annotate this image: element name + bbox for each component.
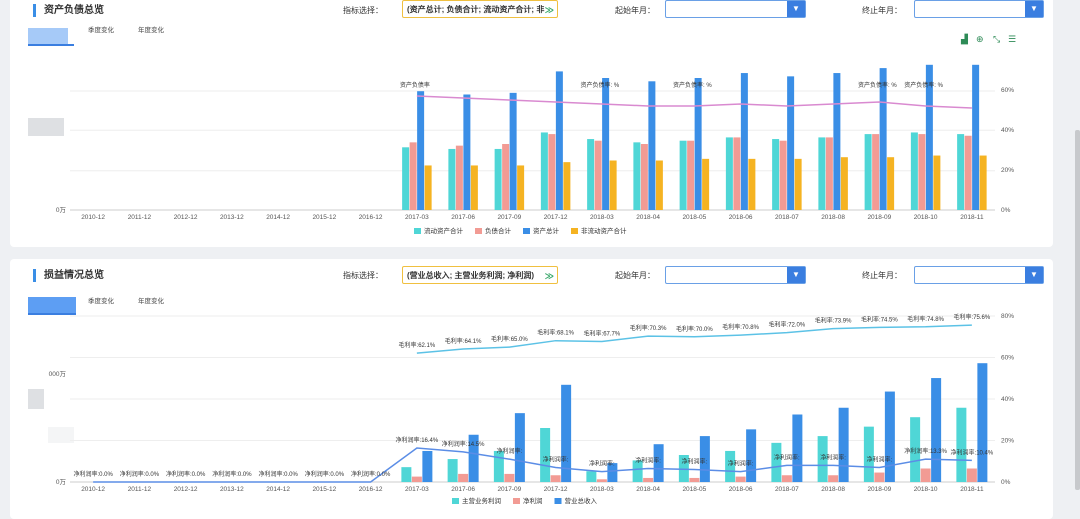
- indicator-select[interactable]: (营业总收入; 主营业务利润; 净利润) ≫: [402, 266, 558, 284]
- tab-blurred[interactable]: [28, 297, 76, 315]
- tab-quarter[interactable]: 季度变化: [88, 27, 114, 34]
- zoom-icon[interactable]: ⊕: [976, 34, 984, 44]
- dropdown-arrow-icon: ▼: [1025, 267, 1043, 283]
- blurred-axis-label: [48, 427, 74, 443]
- blurred-axis-label: [28, 118, 64, 136]
- chevron-down-icon: ≫: [544, 5, 554, 15]
- scrollbar-thumb[interactable]: [1075, 130, 1080, 490]
- indicator-select-value: (营业总收入; 主营业务利润; 净利润): [407, 271, 535, 280]
- scrollbar[interactable]: [1054, 0, 1080, 508]
- tab-quarter[interactable]: 季度变化: [88, 298, 114, 305]
- chart-type-icon[interactable]: ▟: [961, 34, 968, 44]
- data-view-icon[interactable]: ☰: [1008, 34, 1017, 44]
- end-month-label: 终止年月：: [862, 6, 902, 15]
- income-panel-title: 损益情况总览: [33, 269, 104, 282]
- chevron-down-icon: ≫: [544, 271, 554, 281]
- restore-icon[interactable]: ⤡: [993, 34, 1001, 44]
- dropdown-arrow-icon: ▼: [787, 1, 805, 17]
- income-panel: 损益情况总览 指标选择： (营业总收入; 主营业务利润; 净利润) ≫ 起始年月…: [10, 259, 1053, 519]
- start-month-label: 起始年月：: [615, 271, 655, 280]
- start-month-label: 起始年月：: [615, 6, 655, 15]
- end-month-select[interactable]: ▼: [914, 266, 1044, 284]
- tab-blurred[interactable]: [28, 28, 68, 46]
- balance-panel: 资产负债总览 指标选择： (资产总计; 负债合计; 流动资产合计; 非 ≫ 起始…: [10, 0, 1053, 247]
- indicator-select[interactable]: (资产总计; 负债合计; 流动资产合计; 非 ≫: [402, 0, 558, 18]
- end-month-label: 终止年月：: [862, 271, 902, 280]
- start-month-select[interactable]: ▼: [665, 266, 806, 284]
- start-month-select[interactable]: ▼: [665, 0, 806, 18]
- tab-year[interactable]: 年度变化: [138, 27, 164, 34]
- indicator-select-value: (资产总计; 负债合计; 流动资产合计; 非: [407, 5, 545, 14]
- indicator-label: 指标选择：: [343, 6, 383, 15]
- end-month-select[interactable]: ▼: [914, 0, 1044, 18]
- dropdown-arrow-icon: ▼: [787, 267, 805, 283]
- tab-year[interactable]: 年度变化: [138, 298, 164, 305]
- balance-panel-title: 资产负债总览: [33, 4, 104, 17]
- active-tab-indicator: [28, 313, 76, 315]
- active-tab-indicator: [28, 44, 74, 46]
- blurred-axis-label: [28, 389, 44, 409]
- indicator-label: 指标选择：: [343, 271, 383, 280]
- dropdown-arrow-icon: ▼: [1025, 1, 1043, 17]
